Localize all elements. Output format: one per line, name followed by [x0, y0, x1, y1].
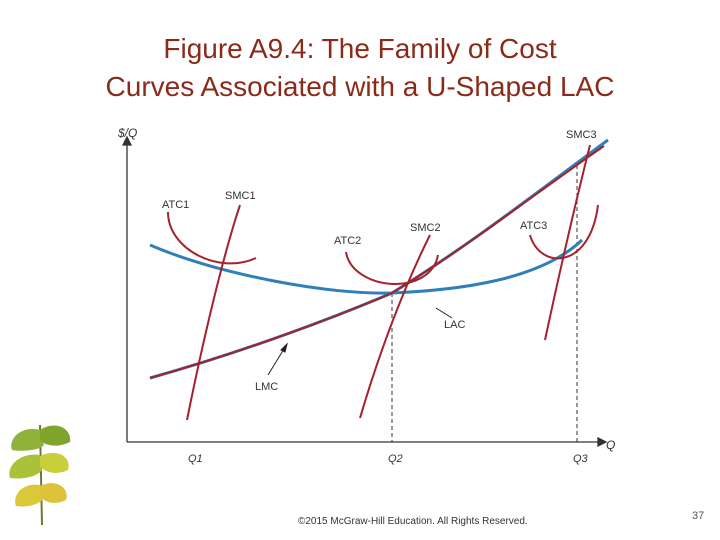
smc2-curve: [359, 234, 431, 419]
pointer-lines: [267, 307, 453, 376]
label-smc3: SMC3: [566, 129, 597, 141]
lmc-red-curve: [149, 145, 605, 379]
label-atc3: ATC3: [520, 220, 547, 232]
label-lmc: LMC: [255, 381, 278, 393]
label-atc2: ATC2: [334, 235, 361, 247]
y-axis-label: $/Q: [117, 126, 137, 140]
lac-pointer: [435, 307, 453, 319]
slide-title: Figure A9.4: The Family of Cost Curves A…: [0, 30, 720, 106]
ginkgo-leaves-icon: [9, 424, 71, 526]
title-line-2: Curves Associated with a U-Shaped LAC: [105, 71, 615, 102]
tick-q2: Q2: [388, 453, 403, 465]
lac-curve: [149, 238, 584, 295]
tick-q1: Q1: [188, 453, 203, 465]
copyright-notice: ©2015 McGraw-Hill Education. All Rights …: [298, 516, 528, 527]
smc1-curve: [186, 204, 241, 421]
dashed-guides: [391, 165, 578, 442]
smc3-curve: [544, 144, 591, 341]
lmc-pointer-arrowhead: [280, 342, 288, 353]
tick-q3: Q3: [573, 453, 589, 465]
x-axis-label: Q: [606, 438, 615, 452]
y-axis-arrow: [121, 135, 133, 146]
label-smc2: SMC2: [410, 222, 441, 234]
title-line-1: Figure A9.4: The Family of Cost: [163, 33, 557, 64]
label-lac: LAC: [444, 319, 465, 331]
atc1-curve: [167, 211, 257, 265]
axes: [121, 135, 608, 448]
x-axis-arrow: [597, 436, 608, 448]
label-atc1: ATC1: [162, 199, 189, 211]
lmc-curve: [149, 138, 609, 380]
page-number: 37: [692, 510, 705, 522]
atc3-curve: [529, 204, 599, 260]
label-smc1: SMC1: [225, 190, 256, 202]
atc2-curve: [345, 251, 439, 286]
